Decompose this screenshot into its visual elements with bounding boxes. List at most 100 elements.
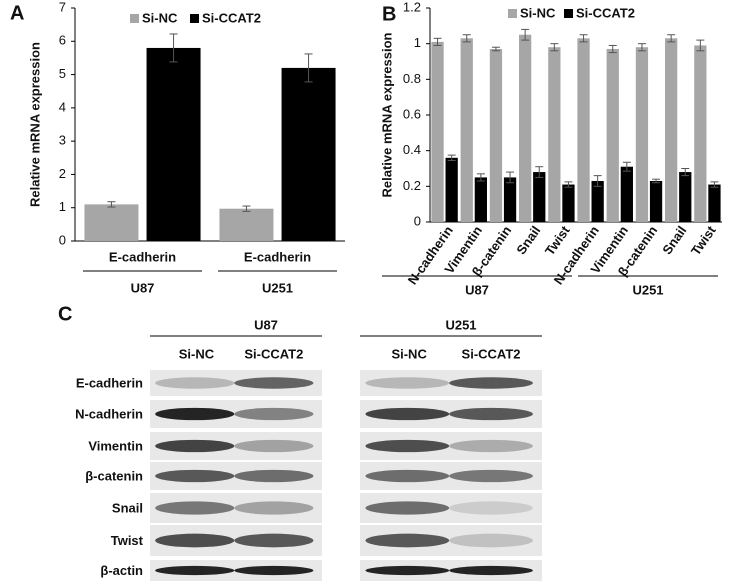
y-tick-label: 0.6	[403, 106, 421, 121]
blot-band	[234, 469, 314, 483]
bar	[606, 49, 619, 223]
bar	[489, 49, 503, 223]
blot-band	[449, 407, 533, 421]
x-tick-label: Snail	[513, 223, 543, 257]
blot-band	[365, 533, 450, 548]
bar	[281, 67, 336, 242]
error-bar	[608, 44, 617, 54]
blot-band	[449, 533, 533, 548]
bar	[694, 45, 707, 223]
blot-band	[365, 439, 450, 453]
bar	[445, 157, 458, 222]
blot-band	[155, 439, 235, 453]
legend-label: Si-CCAT2	[576, 5, 635, 20]
bar	[620, 166, 633, 222]
error-bar	[681, 168, 690, 177]
bar	[665, 38, 678, 222]
x-tick-label: E-cadherin	[244, 249, 311, 264]
y-tick-label: 1	[59, 199, 66, 214]
blot-band	[365, 565, 450, 576]
y-tick-label: 6	[59, 33, 66, 48]
blot-band	[234, 501, 314, 515]
blot-band	[449, 565, 533, 576]
y-tick-label: 0.4	[403, 142, 421, 157]
x-tick-label: Twist	[688, 223, 719, 259]
y-tick-label: 7	[59, 0, 66, 14]
y-axis-label: Relative mRNA expression	[379, 32, 394, 197]
error-bar	[696, 39, 705, 52]
blot-band	[234, 533, 314, 548]
blot-band	[234, 439, 314, 453]
group-label: U251	[632, 282, 663, 297]
bar	[649, 180, 663, 222]
blot-band	[365, 469, 450, 483]
legend-label: Si-NC	[142, 10, 178, 25]
bar	[503, 177, 517, 222]
legend-swatch	[130, 14, 139, 23]
bar	[533, 172, 546, 222]
y-tick-label: 0.2	[403, 178, 421, 193]
blot-band	[365, 377, 450, 389]
lane-label: Si-CCAT2	[244, 346, 303, 361]
y-tick-label: 1	[414, 35, 421, 50]
blot-band	[234, 407, 314, 421]
y-tick-label: 2	[59, 166, 66, 181]
row-label: E-cadherin	[76, 375, 143, 390]
bar	[635, 47, 649, 222]
y-tick-label: 0.8	[403, 71, 421, 86]
row-label: Twist	[111, 533, 144, 548]
error-bar	[564, 181, 573, 188]
row-label: β-catenin	[85, 468, 143, 483]
error-bar	[107, 201, 116, 208]
bar	[219, 208, 274, 241]
error-bar	[710, 181, 719, 188]
bar	[146, 47, 201, 241]
x-tick-label: Snail	[659, 223, 689, 257]
blot-band	[155, 501, 235, 515]
error-bar	[637, 43, 646, 52]
error-bar	[491, 46, 500, 52]
x-tick-label: E-cadherin	[109, 249, 176, 264]
error-bar	[169, 33, 178, 63]
legend-label: Si-NC	[520, 5, 556, 20]
row-label: Snail	[112, 500, 143, 515]
group-label: U87	[465, 282, 489, 297]
row-label: N-cadherin	[75, 406, 143, 421]
blot-band	[365, 407, 450, 421]
row-label: β-actin	[100, 563, 143, 578]
y-tick-label: 1.2	[403, 0, 421, 14]
bar	[708, 184, 721, 222]
legend-swatch	[190, 14, 199, 23]
error-bar	[304, 53, 313, 83]
error-bar	[550, 43, 559, 52]
error-bar	[242, 205, 251, 212]
lane-label: Si-NC	[391, 346, 427, 361]
cell-line-label: U251	[445, 317, 476, 332]
y-tick-label: 3	[59, 133, 66, 148]
lane-label: Si-NC	[179, 346, 215, 361]
legend-label: Si-CCAT2	[202, 10, 261, 25]
blot-band	[155, 469, 235, 483]
y-axis-label: Relative mRNA expression	[27, 42, 42, 207]
group-label: U87	[131, 280, 155, 295]
panel-label: A	[10, 2, 24, 24]
row-label: Vimentin	[88, 438, 143, 453]
lane-label: Si-CCAT2	[462, 346, 521, 361]
error-bar	[506, 171, 515, 184]
y-tick-label: 4	[59, 99, 66, 114]
blot-band	[155, 407, 235, 421]
bar	[577, 38, 590, 222]
blot-band	[234, 377, 314, 389]
error-bar	[579, 34, 588, 43]
panel-label: C	[58, 303, 72, 325]
bar	[431, 41, 444, 223]
blot-band	[155, 565, 235, 576]
blot-band	[449, 439, 533, 453]
error-bar	[433, 37, 442, 46]
x-tick-label: N-cadherin	[405, 223, 456, 287]
group-label: U251	[262, 280, 293, 295]
error-bar	[447, 154, 456, 161]
blot-band	[234, 565, 314, 576]
legend-swatch	[508, 9, 517, 18]
bar	[84, 204, 139, 241]
